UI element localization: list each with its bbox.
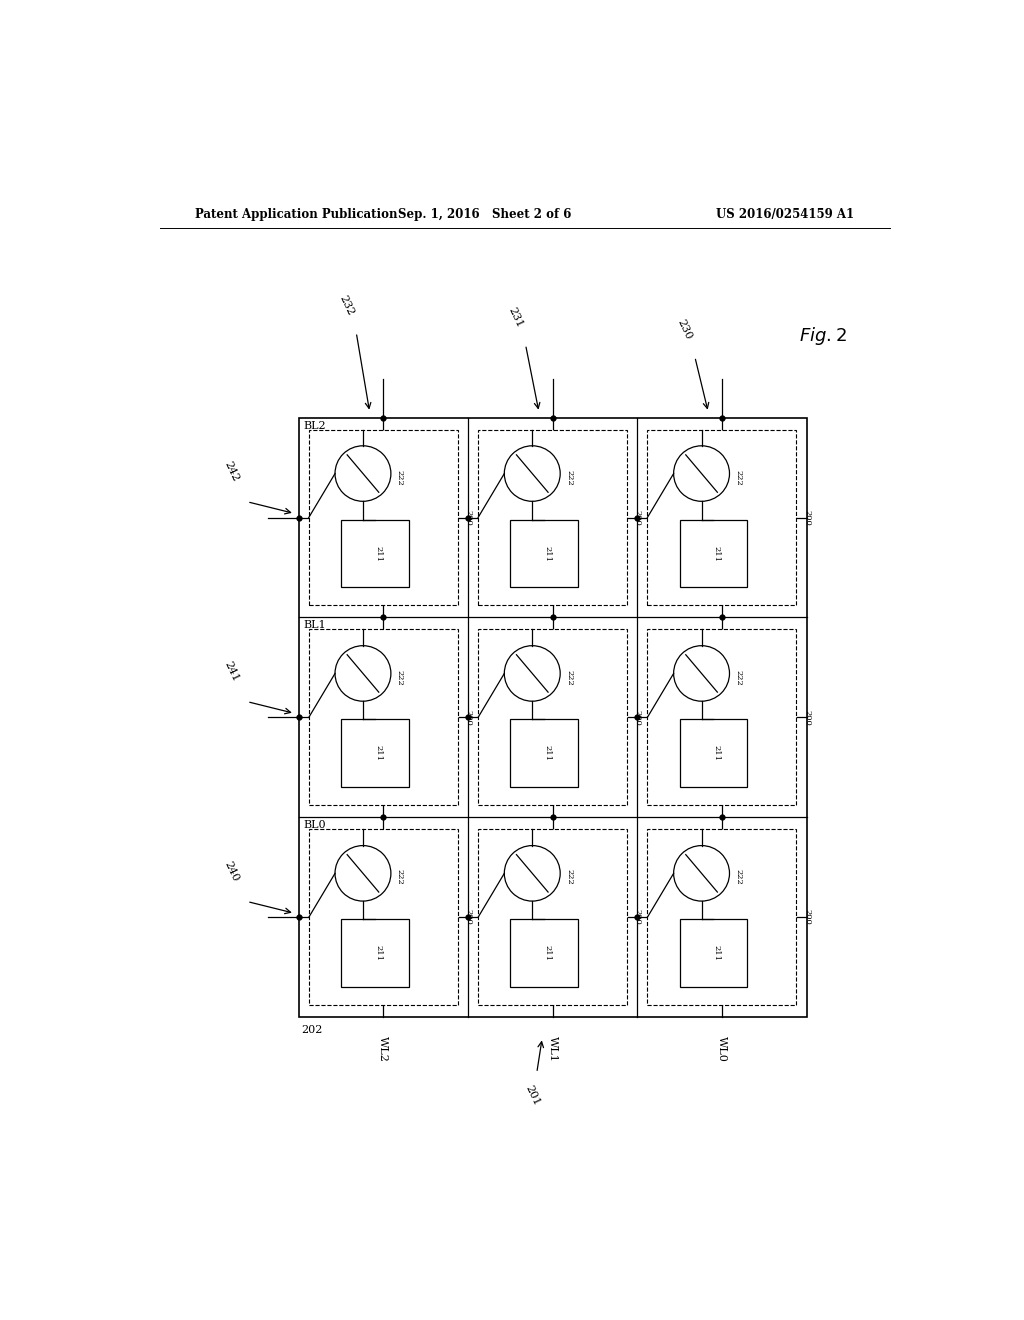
Text: 200: 200 xyxy=(634,710,642,725)
Bar xyxy=(680,719,748,788)
Text: 211: 211 xyxy=(374,545,382,561)
Text: 232: 232 xyxy=(337,293,355,317)
Ellipse shape xyxy=(674,446,729,502)
Ellipse shape xyxy=(674,846,729,902)
Bar xyxy=(309,630,458,805)
Bar xyxy=(647,429,797,606)
Text: 222: 222 xyxy=(565,669,573,685)
Ellipse shape xyxy=(335,446,391,502)
Text: 200: 200 xyxy=(803,710,811,725)
Text: 231: 231 xyxy=(506,305,524,329)
Text: 211: 211 xyxy=(374,746,382,762)
Text: 200: 200 xyxy=(465,710,472,725)
Text: WL0: WL0 xyxy=(717,1036,727,1061)
Text: 222: 222 xyxy=(396,870,404,886)
Bar xyxy=(478,829,627,1006)
Bar xyxy=(680,919,748,987)
Ellipse shape xyxy=(505,846,560,902)
Bar xyxy=(510,520,578,587)
Text: 211: 211 xyxy=(544,746,552,762)
Text: Sep. 1, 2016   Sheet 2 of 6: Sep. 1, 2016 Sheet 2 of 6 xyxy=(398,207,571,220)
Text: 211: 211 xyxy=(713,746,721,762)
Ellipse shape xyxy=(505,645,560,701)
Ellipse shape xyxy=(505,446,560,502)
Bar xyxy=(647,630,797,805)
Text: 241: 241 xyxy=(222,660,241,684)
Text: 240: 240 xyxy=(222,859,241,883)
Text: 211: 211 xyxy=(374,945,382,961)
Bar xyxy=(341,919,409,987)
Text: 222: 222 xyxy=(565,870,573,886)
Text: 222: 222 xyxy=(396,470,404,486)
Text: 200: 200 xyxy=(465,909,472,925)
Bar xyxy=(510,919,578,987)
Bar xyxy=(299,417,807,1018)
Text: 200: 200 xyxy=(465,510,472,525)
Text: 201: 201 xyxy=(523,1084,542,1107)
Bar xyxy=(309,829,458,1006)
Text: BL0: BL0 xyxy=(303,820,326,830)
Text: 222: 222 xyxy=(734,870,742,886)
Text: 222: 222 xyxy=(734,470,742,486)
Text: 200: 200 xyxy=(634,510,642,525)
Text: 242: 242 xyxy=(222,459,241,483)
Bar xyxy=(478,630,627,805)
Bar xyxy=(647,829,797,1006)
Text: 200: 200 xyxy=(803,510,811,525)
Ellipse shape xyxy=(335,846,391,902)
Bar xyxy=(680,520,748,587)
Text: BL1: BL1 xyxy=(303,620,326,631)
Ellipse shape xyxy=(674,645,729,701)
Text: US 2016/0254159 A1: US 2016/0254159 A1 xyxy=(716,207,854,220)
Bar xyxy=(341,719,409,788)
Bar xyxy=(510,719,578,788)
Bar xyxy=(478,429,627,606)
Text: WL2: WL2 xyxy=(378,1036,388,1061)
Text: 200: 200 xyxy=(634,909,642,925)
Text: $\mathit{Fig. 2}$: $\mathit{Fig. 2}$ xyxy=(799,325,847,347)
Text: 222: 222 xyxy=(565,470,573,486)
Text: 230: 230 xyxy=(676,318,693,342)
Text: BL2: BL2 xyxy=(303,421,326,430)
Text: 200: 200 xyxy=(803,909,811,925)
Text: 211: 211 xyxy=(544,945,552,961)
Bar xyxy=(309,429,458,606)
Ellipse shape xyxy=(335,645,391,701)
Text: 211: 211 xyxy=(544,545,552,561)
Text: WL1: WL1 xyxy=(548,1036,558,1061)
Text: 222: 222 xyxy=(396,669,404,685)
Text: 211: 211 xyxy=(713,945,721,961)
Text: 222: 222 xyxy=(734,669,742,685)
Text: Patent Application Publication: Patent Application Publication xyxy=(196,207,398,220)
Text: 202: 202 xyxy=(301,1026,323,1035)
Bar xyxy=(341,520,409,587)
Text: 211: 211 xyxy=(713,545,721,561)
